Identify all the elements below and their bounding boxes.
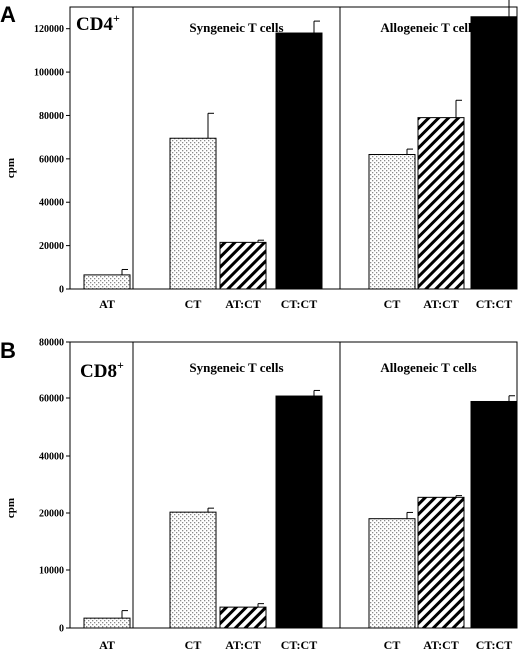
y-tick-label: 0 — [59, 285, 64, 296]
plot-area-a: 0 20000 40000 60000 80000 100000 120000 CD4+ Syn… — [34, 0, 518, 311]
bar-ct-ct — [275, 32, 323, 290]
y-tick-label: 10000 — [39, 566, 64, 577]
category-label: CT — [384, 297, 401, 311]
panel-label: CD4+ — [76, 11, 120, 35]
y-tick-label: 80000 — [39, 111, 64, 122]
panel-letter-b: B — [0, 338, 16, 363]
y-axis-label-b: cpm — [5, 498, 17, 518]
y-tick-label: 20000 — [39, 241, 64, 252]
y-tick-label: 40000 — [39, 198, 64, 209]
panel-label: CD8+ — [80, 358, 124, 382]
section-title: Syngeneic T cells — [189, 360, 283, 375]
bar-at — [83, 617, 131, 629]
bar-at-ct — [417, 117, 465, 290]
y-tick-label: 40000 — [39, 452, 64, 463]
bar-at-ct — [219, 241, 267, 290]
category-label: CT — [384, 638, 401, 652]
category-label: CT — [185, 638, 202, 652]
category-label: CT:CT — [476, 638, 512, 652]
category-label: AT:CT — [423, 638, 459, 652]
panel-a: A cpm 0 20000 40000 60000 80000 100000 120000 C… — [0, 0, 518, 311]
y-tick-label: 80000 — [39, 338, 64, 349]
category-label: AT:CT — [225, 297, 261, 311]
category-label: AT:CT — [423, 297, 459, 311]
panel-b: B cpm 0 10000 20000 40000 60000 80000 CD8+ Syng… — [0, 338, 518, 652]
bar-ct — [169, 511, 217, 629]
bar-ct — [368, 518, 416, 629]
bar-ct-ct — [275, 395, 323, 629]
y-tick-label: 0 — [59, 624, 64, 635]
y-tick-label: 100000 — [34, 68, 64, 79]
category-label: AT — [99, 638, 115, 652]
category-label: CT:CT — [281, 297, 317, 311]
y-tick-label: 20000 — [39, 509, 64, 520]
category-label: CT:CT — [281, 638, 317, 652]
bar-ct-ct — [470, 400, 518, 629]
y-tick-label: 60000 — [39, 394, 64, 405]
plot-area-b: 0 10000 20000 40000 60000 80000 CD8+ Syngeneic … — [39, 338, 518, 652]
bar-at — [83, 274, 131, 290]
category-label: AT:CT — [225, 638, 261, 652]
category-label: CT:CT — [476, 297, 512, 311]
section-title: Syngeneic T cells — [189, 20, 283, 35]
bar-ct — [169, 137, 217, 290]
y-axis-label-a: cpm — [5, 158, 17, 178]
panel-label-sup: + — [113, 11, 120, 25]
section-title: Allogeneic T cells — [380, 360, 476, 375]
section-title: Allogeneic T cells — [380, 20, 476, 35]
panel-letter-a: A — [0, 2, 16, 27]
bar-ct-ct — [470, 16, 518, 290]
y-tick-label: 60000 — [39, 154, 64, 165]
bar-at-ct — [417, 496, 465, 629]
category-label: CT — [185, 297, 202, 311]
y-tick-label: 120000 — [34, 24, 64, 35]
bar-at-ct — [219, 606, 267, 629]
category-label: AT — [99, 297, 115, 311]
panel-label-sup: + — [117, 358, 124, 372]
bar-ct — [368, 154, 416, 290]
